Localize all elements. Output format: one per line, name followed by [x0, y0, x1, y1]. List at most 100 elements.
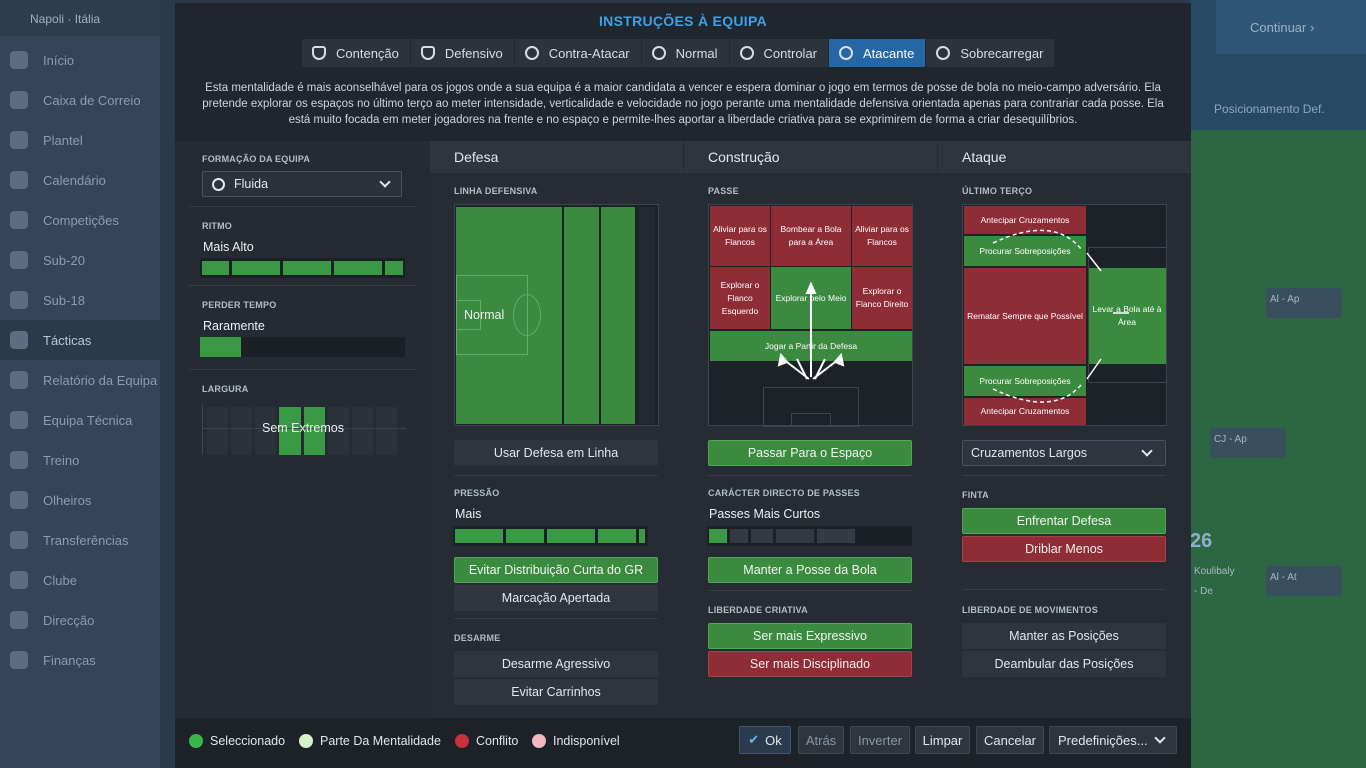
- final-third-pitch[interactable]: Antecipar Cruzamentos Procurar Sobreposi…: [962, 204, 1167, 426]
- defensive-line-value: Normal: [464, 308, 505, 322]
- sidebar-item[interactable]: Relatório da Equipa: [0, 360, 160, 400]
- sidebar-item[interactable]: Início: [0, 40, 160, 80]
- club-name: Napoli: [30, 12, 65, 26]
- tab-atacante[interactable]: Atacante: [829, 39, 927, 67]
- retain-possession-button[interactable]: Manter a Posse da Bola: [708, 557, 912, 583]
- final-third-label: ÚLTIMO TERÇO: [962, 186, 1033, 196]
- instructions-content: FORMAÇÃO DA EQUIPA Fluida RITMO Mais Alt…: [175, 141, 1191, 718]
- tempo-slider[interactable]: [200, 258, 405, 278]
- legend-dot-icon: [189, 734, 203, 748]
- roam-from-positions-button[interactable]: Deambular das Posições: [962, 651, 1166, 677]
- zone-early-cross-top[interactable]: Antecipar Cruzamentos: [964, 206, 1086, 234]
- tighter-marking-button[interactable]: Marcação Apertada: [454, 585, 658, 611]
- club-header: Napoli · Itália: [0, 0, 160, 36]
- tab-contra-atacar[interactable]: Contra-Atacar: [515, 39, 642, 67]
- sidebar-item[interactable]: Calendário: [0, 160, 160, 200]
- sidebar-item[interactable]: Direcção: [0, 600, 160, 640]
- passing-pitch[interactable]: Aliviar para os Flancos Bombear a Bola p…: [708, 204, 913, 427]
- continue-button[interactable]: Continuar ›: [1216, 0, 1366, 54]
- sidebar-item[interactable]: Finanças: [0, 640, 160, 680]
- zone-early-cross-bottom[interactable]: Antecipar Cruzamentos: [964, 398, 1086, 425]
- run-at-defence-button[interactable]: Enfrentar Defesa: [962, 508, 1166, 534]
- legend-dot-icon: [532, 734, 546, 748]
- mentality-description: Esta mentalidade é mais aconselhável par…: [202, 82, 1164, 126]
- zone-work-into-box[interactable]: Levar a Bola até à Área: [1088, 268, 1166, 364]
- ok-button[interactable]: ✔ Ok: [739, 726, 791, 754]
- clear-button[interactable]: Limpar: [915, 726, 970, 754]
- zone-shoot-on-sight[interactable]: Rematar Sempre que Possível: [964, 268, 1086, 364]
- timewasting-value: Raramente: [203, 319, 265, 333]
- sidebar-item[interactable]: Equipa Técnica: [0, 400, 160, 440]
- directness-slider[interactable]: [707, 526, 912, 546]
- checkmark-icon: ✔: [748, 732, 760, 747]
- sidebar-item[interactable]: Competições: [0, 200, 160, 240]
- cancel-button[interactable]: Cancelar: [976, 726, 1044, 754]
- sidebar-item[interactable]: Clube: [0, 560, 160, 600]
- width-selector[interactable]: Sem Extremos: [202, 404, 406, 455]
- stay-on-feet-button[interactable]: Evitar Carrinhos: [454, 679, 658, 705]
- hold-position-button[interactable]: Manter as Posições: [962, 623, 1166, 649]
- timewasting-slider[interactable]: [200, 337, 405, 357]
- nav-icon: [10, 491, 28, 509]
- zone-clear-right[interactable]: Aliviar para os Flancos: [852, 206, 912, 266]
- sidebar-item[interactable]: Caixa de Correio: [0, 80, 160, 120]
- sidebar-item-label: Transferências: [43, 532, 129, 548]
- zone-long-ball[interactable]: Bombear a Bola para a Área: [771, 206, 851, 266]
- nav-icon: [10, 451, 28, 469]
- invert-button[interactable]: Inverter: [850, 726, 910, 754]
- zone-exploit-right[interactable]: Explorar o Flanco Direito: [852, 267, 912, 329]
- pressing-label: PRESSÃO: [454, 488, 500, 498]
- formation-select[interactable]: Fluida: [202, 171, 402, 197]
- sidebar-item[interactable]: Olheiros: [0, 480, 160, 520]
- sidebar-item[interactable]: Transferências: [0, 520, 160, 560]
- prevent-gk-short-distribution-button[interactable]: Evitar Distribuição Curta do GR: [454, 557, 658, 583]
- timewasting-label: PERDER TEMPO: [202, 300, 277, 310]
- legend-dot-icon: [455, 734, 469, 748]
- slider-segment: [709, 529, 727, 543]
- creative-freedom-label: LIBERDADE CRIATIVA: [708, 605, 808, 615]
- player-card: Al - At: [1266, 566, 1342, 596]
- be-more-disciplined-button[interactable]: Ser mais Disciplinado: [708, 651, 912, 677]
- sidebar-item[interactable]: Sub-18: [0, 280, 160, 320]
- defensive-line-pitch[interactable]: Normal: [454, 204, 659, 426]
- tab-defensivo[interactable]: Defensivo: [411, 39, 515, 67]
- player-card: Koulibaly: [1194, 566, 1235, 577]
- nav-icon: [10, 291, 28, 309]
- nation-name: Itália: [74, 12, 101, 26]
- sidebar-item-label: Clube: [43, 572, 77, 588]
- nav-icon: [10, 531, 28, 549]
- sidebar-item-label: Relatório da Equipa: [43, 372, 158, 388]
- zone-overlap-bottom[interactable]: Procurar Sobreposições: [964, 366, 1086, 396]
- sidebar-item[interactable]: Treino: [0, 440, 160, 480]
- zone-exploit-left[interactable]: Explorar o Flanco Esquerdo: [710, 267, 770, 329]
- nav-icon: [10, 411, 28, 429]
- legend-label: Seleccionado: [210, 734, 286, 748]
- crossing-select[interactable]: Cruzamentos Largos: [962, 440, 1166, 466]
- tempo-label: RITMO: [202, 221, 232, 231]
- tab-normal[interactable]: Normal: [642, 39, 730, 67]
- pressing-slider[interactable]: [453, 526, 648, 546]
- width-stripe: [255, 407, 277, 455]
- tab-label: Controlar: [763, 45, 817, 61]
- get-stuck-in-button[interactable]: Desarme Agressivo: [454, 651, 658, 677]
- dribble-less-button[interactable]: Driblar Menos: [962, 536, 1166, 562]
- width-stripe: [231, 407, 253, 455]
- tab-conten--o[interactable]: Contenção: [302, 39, 411, 67]
- slider-segment: [817, 529, 855, 543]
- sidebar-item[interactable]: Plantel: [0, 120, 160, 160]
- tab-sobrecarregar[interactable]: Sobrecarregar: [926, 39, 1056, 67]
- sidebar-item[interactable]: Sub-20: [0, 240, 160, 280]
- sidebar-item-label: Direcção: [43, 612, 95, 628]
- sidebar-item[interactable]: Tácticas: [0, 320, 160, 360]
- player-card: Al - Ap: [1266, 288, 1342, 318]
- presets-button[interactable]: Predefinições...: [1049, 726, 1177, 754]
- zone-clear-left[interactable]: Aliviar para os Flancos: [710, 206, 770, 266]
- use-offside-trap-button[interactable]: Usar Defesa em Linha: [454, 440, 658, 466]
- tab-controlar[interactable]: Controlar: [730, 39, 829, 67]
- sidebar-item-label: Sub-18: [43, 292, 85, 308]
- slider-segment: [547, 529, 595, 543]
- zone-overlap-top[interactable]: Procurar Sobreposições: [964, 236, 1086, 266]
- pass-into-space-button[interactable]: Passar Para o Espaço: [708, 440, 912, 466]
- back-button[interactable]: Atrás: [798, 726, 844, 754]
- be-more-expressive-button[interactable]: Ser mais Expressivo: [708, 623, 912, 649]
